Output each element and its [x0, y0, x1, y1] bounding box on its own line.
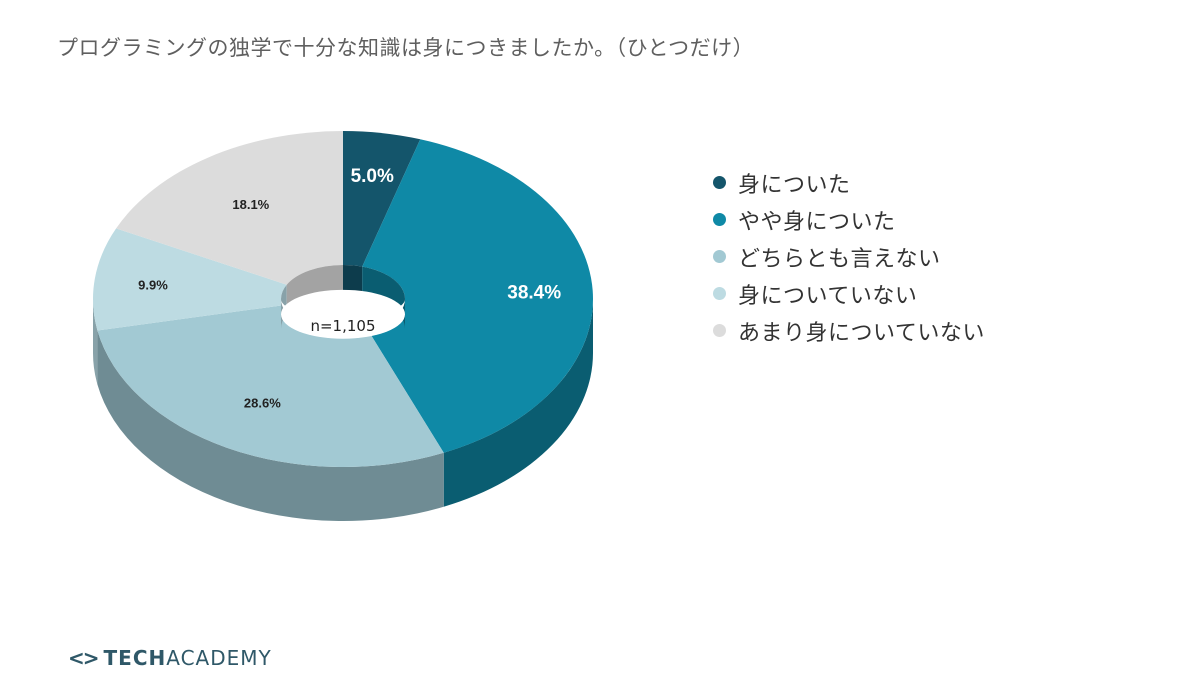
legend-swatch — [713, 213, 726, 226]
legend-label: 身についていない — [738, 283, 918, 309]
code-brackets-icon: <> — [68, 646, 99, 670]
legend-item: あまり身についていない — [713, 312, 985, 349]
legend-swatch — [713, 324, 726, 337]
chart-legend: 身についたやや身についたどちらとも言えない 身についていないあまり身についていない — [713, 164, 985, 349]
logo-text-tech: TECH — [103, 646, 167, 670]
chart-title: プログラミングの独学で十分な知識は身につきましたか。（ひとつだけ） — [57, 36, 755, 60]
legend-label: あまり身についていない — [738, 320, 985, 346]
slice-3 — [93, 228, 287, 331]
data-label-1: 38.4% — [507, 283, 561, 304]
legend-label: やや身についた — [738, 209, 896, 235]
data-label-3: 9.9% — [138, 277, 168, 292]
legend-swatch — [713, 250, 726, 263]
sample-size-label: n=1,105 — [310, 317, 375, 335]
slice-0 — [343, 131, 421, 267]
logo-text-academy: ACADEMY — [166, 646, 272, 670]
slice-1 — [362, 139, 594, 453]
legend-swatch — [713, 176, 726, 189]
slice-side-1 — [443, 299, 593, 507]
legend-item: どちらとも言えない — [713, 238, 985, 275]
slice-4 — [116, 131, 343, 285]
data-label-0: 5.0% — [351, 166, 394, 187]
chart-sides — [93, 299, 593, 521]
data-label-2: 28.6% — [244, 395, 281, 410]
slice-side-3 — [93, 299, 98, 385]
techacademy-logo: <> TECH ACADEMY — [68, 646, 272, 670]
chart-data-labels: 5.0% 38.4% 28.6% 9.9% 18.1% — [138, 166, 561, 410]
donut-hole: n=1,105 — [281, 265, 406, 339]
legend-item: 身についた — [713, 164, 985, 201]
legend-label: どちらとも言えない — [738, 246, 941, 272]
hole-face — [281, 289, 405, 339]
slice-2 — [97, 305, 444, 467]
legend-swatch — [713, 287, 726, 300]
legend-item: 身についていない — [713, 275, 985, 312]
hole-wall-0-0 — [343, 265, 363, 297]
legend-item: やや身についた — [713, 201, 985, 238]
chart-slices — [93, 131, 594, 467]
data-label-4: 18.1% — [232, 197, 269, 212]
slice-side-2 — [97, 330, 444, 521]
legend-label: 身についた — [738, 172, 851, 198]
